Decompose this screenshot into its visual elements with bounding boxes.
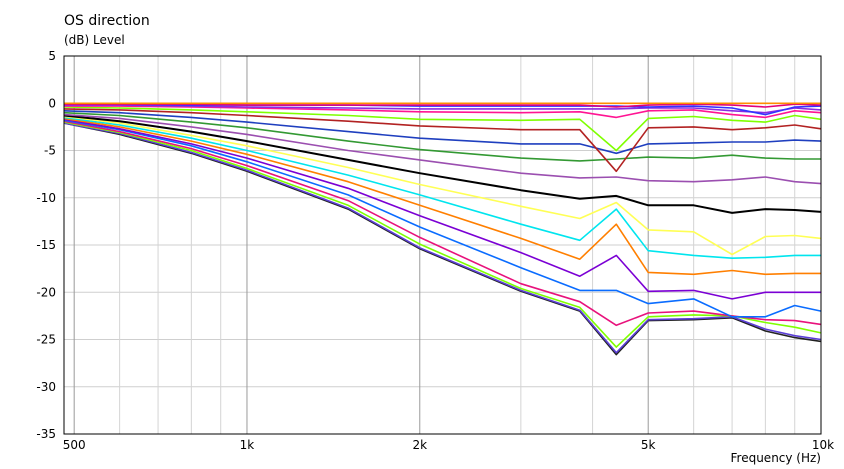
y-tick-label: -15: [36, 238, 56, 252]
series-line-14: [63, 117, 821, 276]
y-tick-label: -20: [36, 285, 56, 299]
series-lines: [63, 102, 822, 356]
series-line-6: [63, 106, 822, 152]
series-line-17: [63, 120, 822, 327]
y-tick-label: -35: [36, 427, 56, 441]
x-tick-label: 5k: [641, 438, 656, 452]
series-line-18: [63, 121, 822, 348]
y-tick-label: -10: [36, 191, 56, 205]
plot-frame: [63, 55, 822, 435]
x-tick-label: 1k: [240, 438, 255, 452]
tick-labels: 5 0 -5 -10 -15 -20 -25 -30 -35 500 1k 2k 5k 10k: [36, 49, 834, 452]
series-line-7: [63, 108, 822, 173]
series-line-16: [63, 119, 822, 318]
chart-title: OS direction: [64, 13, 150, 29]
series-line-12: [63, 115, 822, 256]
x-axis-label: Frequency (Hz): [731, 451, 822, 465]
series-line-10: [63, 113, 822, 185]
series-line-8: [63, 110, 822, 155]
series-line-2: [64, 103, 822, 108]
x-tick-label: 2k: [412, 438, 427, 452]
y-tick-label: 0: [48, 96, 56, 110]
series-line-5: [64, 105, 822, 119]
y-tick-label: -5: [44, 144, 56, 158]
y-tick-label: -25: [36, 333, 56, 347]
y-axis-label: (dB) Level: [64, 33, 125, 47]
series-line-13: [63, 116, 821, 260]
series-line-11: [63, 114, 822, 214]
series-line-15: [63, 118, 821, 300]
x-tick-label: 500: [63, 438, 86, 452]
series-line-9: [63, 111, 821, 162]
y-tick-label: 5: [48, 49, 56, 63]
x-tick-label: 10k: [812, 438, 834, 452]
series-line-19: [63, 122, 822, 354]
y-tick-label: -30: [36, 380, 56, 394]
